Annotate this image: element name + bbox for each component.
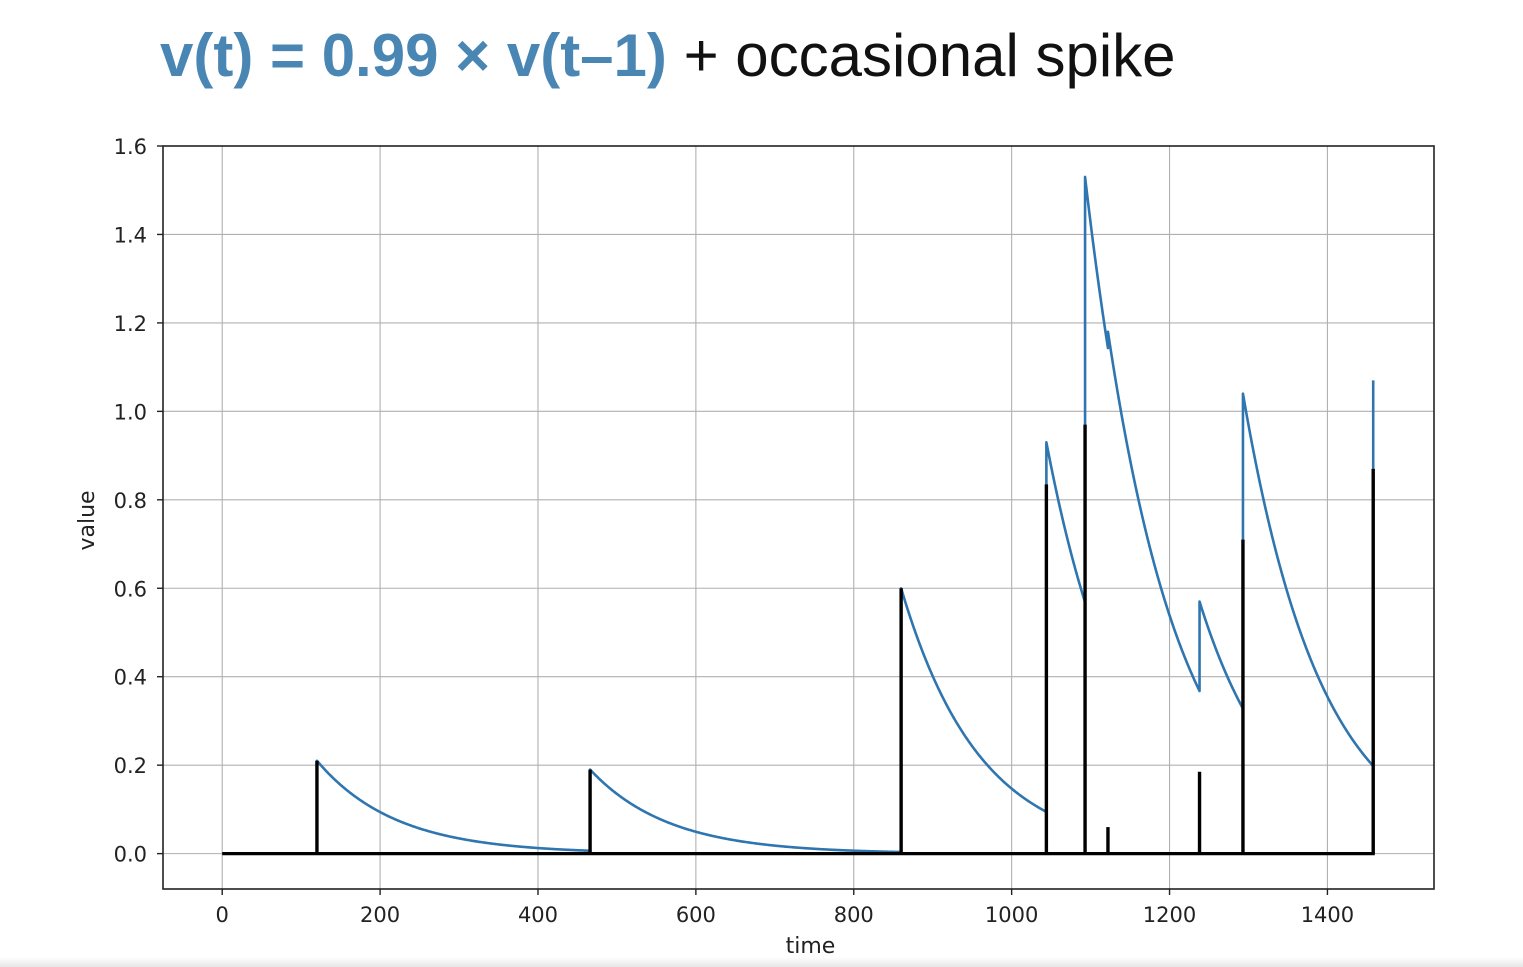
x-tick-label: 600: [676, 903, 716, 927]
y-tick-label: 1.2: [114, 312, 147, 336]
x-tick-label: 200: [360, 903, 400, 927]
y-tick-label: 0.8: [114, 489, 147, 513]
y-tick-label: 0.2: [114, 754, 147, 778]
x-axis-label: time: [786, 934, 836, 959]
y-tick-label: 0.0: [114, 843, 147, 867]
y-tick-label: 1.4: [114, 223, 147, 247]
title-rest: + occasional spike: [666, 22, 1176, 89]
y-tick-label: 0.4: [114, 666, 147, 690]
title-formula: v(t) = 0.99 × v(t–1): [160, 22, 667, 89]
x-tick-label: 1400: [1301, 903, 1354, 927]
y-tick-label: 0.6: [114, 577, 147, 601]
y-axis-label: value: [75, 490, 100, 550]
y-tick-label: 1.6: [114, 135, 147, 159]
x-tick-label: 400: [518, 903, 558, 927]
slide-title: v(t) = 0.99 × v(t–1) + occasional spike: [160, 18, 1176, 94]
y-tick-label: 1.0: [114, 400, 147, 424]
series-v-layer: [222, 175, 1375, 855]
x-tick-label: 1000: [985, 903, 1038, 927]
x-tick-label: 1200: [1143, 903, 1196, 927]
ticks: 0 200 400 600 800 1000 1200 1400 0.0 0.2 0.4 0.6 0.8…: [114, 135, 1355, 927]
plot-frame: [162, 145, 1435, 890]
series-spike-layer: [222, 424, 1375, 856]
x-tick-label: 0: [216, 903, 229, 927]
x-tick-label: 800: [834, 903, 874, 927]
bottom-band: [0, 957, 1523, 967]
series-v-line: [222, 175, 1375, 855]
